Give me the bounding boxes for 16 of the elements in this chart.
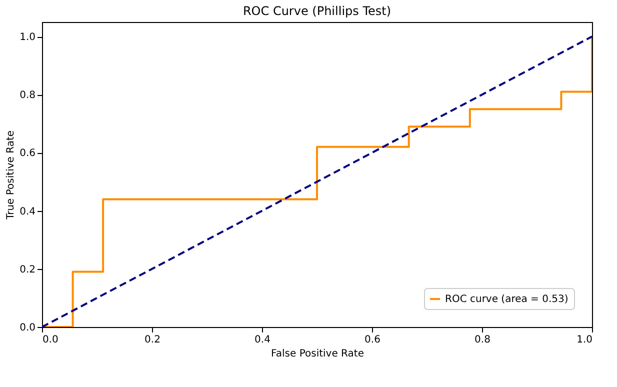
x-tick-label: 0.8	[474, 334, 490, 346]
legend-label: ROC curve (area = 0.53)	[445, 294, 568, 305]
x-tick-label: 0.0	[42, 334, 58, 346]
x-tick-label: 0.4	[254, 334, 270, 346]
y-tick-label: 0.6	[20, 148, 36, 160]
x-tick-label: 0.6	[364, 334, 380, 346]
y-tick-label: 0.8	[20, 90, 36, 102]
x-axis-title: False Positive Rate	[271, 348, 364, 360]
x-tick-label: 1.0	[576, 334, 592, 346]
y-tick-label: 1.0	[20, 32, 36, 44]
chart-title: ROC Curve (Phillips Test)	[242, 4, 392, 18]
y-tick-label: 0.4	[20, 206, 36, 218]
x-tick-label: 0.2	[144, 334, 160, 346]
y-axis-title: True Positive Rate	[6, 130, 17, 221]
y-tick-label: 0.2	[20, 264, 36, 276]
y-tick-label: 0.0	[20, 322, 36, 334]
